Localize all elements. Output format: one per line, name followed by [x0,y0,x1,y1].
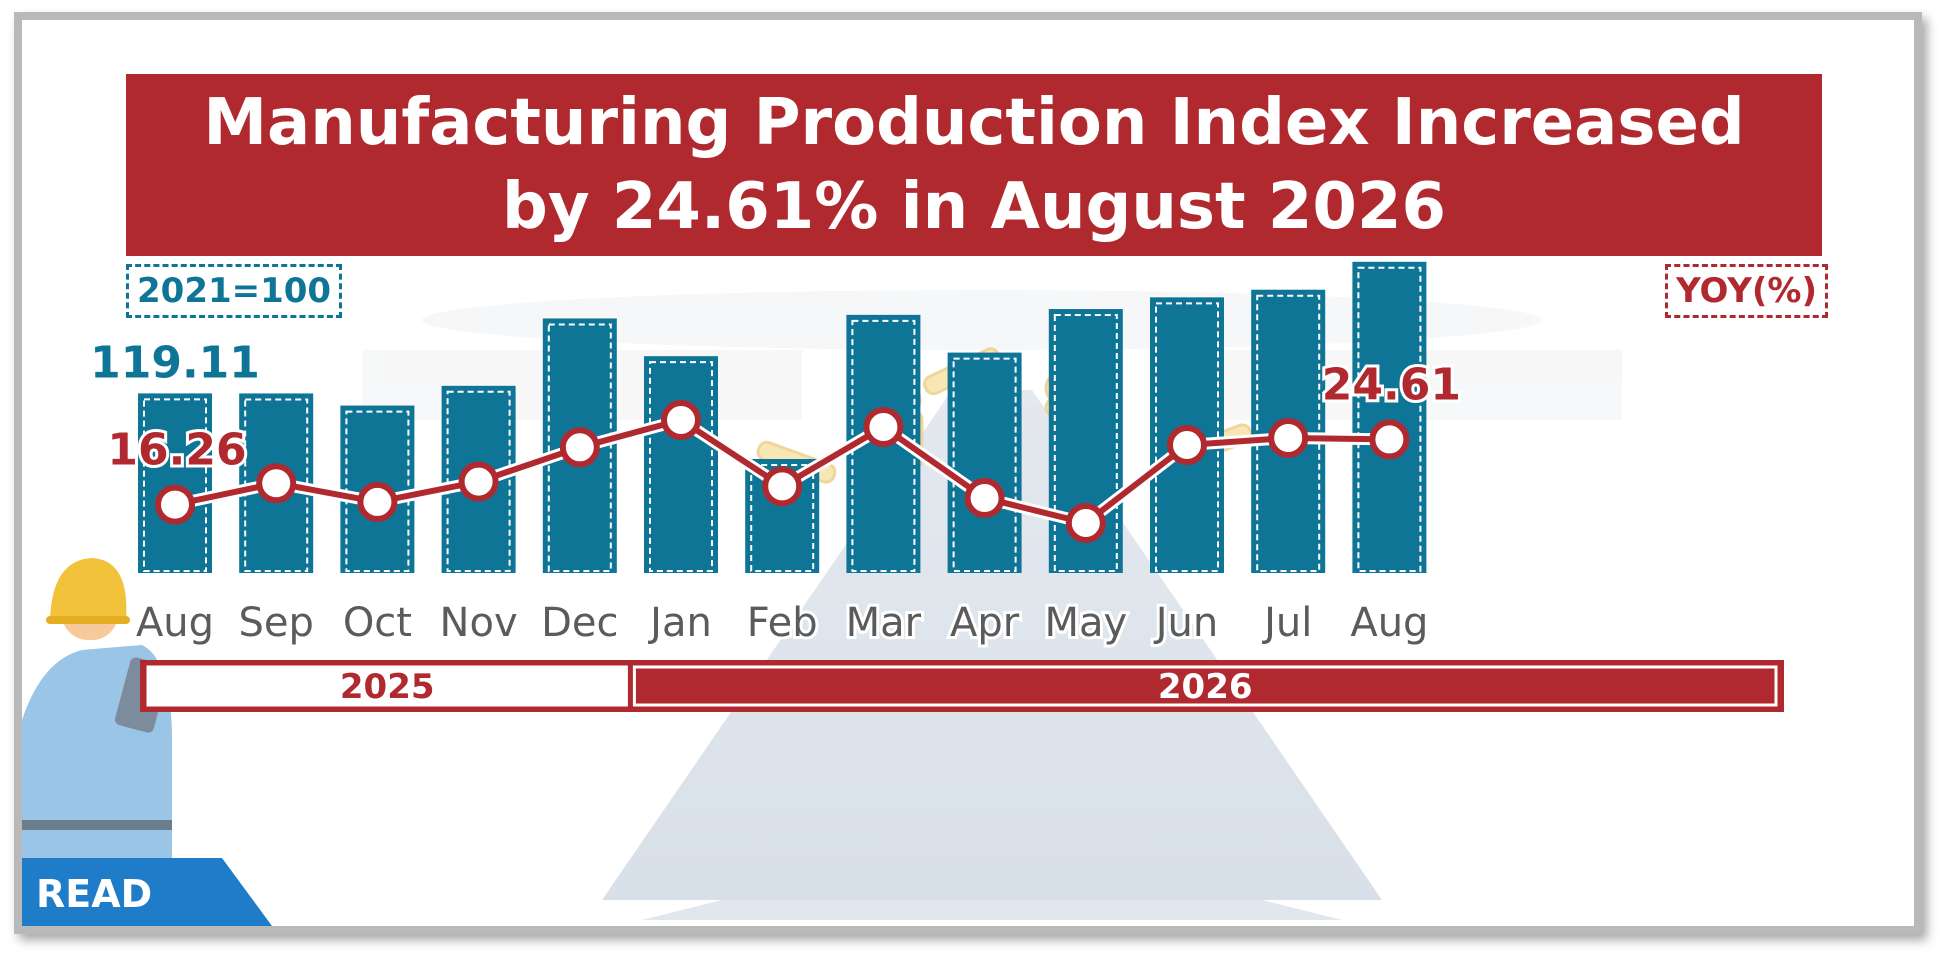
x-tick-label-3: Nov [440,600,518,646]
x-tick-label-10: Jun [1153,600,1219,646]
bar-rect [138,393,212,573]
bar-dash-outline [649,361,713,573]
yoy-value-label-12: 24.61 [1322,359,1461,410]
chart-canvas: Aug Sep Oct Nov Dec Jan Feb Mar Apr May Jun Jul Aug 1… [22,206,1784,926]
year-bar: 2025 2026 [140,660,1784,712]
read-tab-shape [22,858,272,926]
bar-rect [1352,261,1427,573]
yoy-point-10 [1167,424,1207,465]
x-tick-label-7: Mar [846,600,922,646]
yoy-point-5 [661,400,701,440]
bar-dash-outline [952,357,1017,572]
yoy-point-2 [357,481,398,522]
yoy-point-6 [762,466,803,507]
infographic-frame: Aug Sep Oct Nov Dec Jan Feb Mar Apr May Jun Jul Aug 1… [14,12,1922,934]
x-tick-label-1: Sep [239,600,314,646]
bar-12 [1352,261,1427,573]
x-tick-label-0: Aug [136,600,214,646]
x-tick-label-4: Dec [541,600,618,646]
yoy-point-11 [1268,417,1309,458]
bar-dash-outline [750,463,815,572]
x-tick-label-5: Jan [647,600,712,646]
year-segment-2026 [632,665,1778,707]
read-label[interactable]: READ [36,872,153,916]
yoy-value-label-0: 16.26 [107,425,246,476]
bar-dash-outline [1053,314,1118,572]
index-base-badge: 2021=100 [126,264,343,318]
title-line-1: Manufacturing Production Index Increased [203,86,1745,160]
x-tick-label-12: Aug [1350,600,1428,646]
worker-illustration [22,558,172,926]
yoy-point-1 [256,463,297,504]
title-line-2: by 24.61% in August 2026 [502,170,1446,244]
bar-dash-outline [1357,266,1422,573]
title-banner: Manufacturing Production Index Increased… [126,74,1822,256]
x-tick-label-8: Apr [950,600,1020,646]
yoy-point-12 [1369,419,1410,460]
bar-5 [644,356,718,573]
yoy-point-0 [155,484,195,525]
yoy-badge: YOY(%) [1665,264,1828,318]
bar-dash-outline [547,323,612,573]
labels-layer: Aug Sep Oct Nov Dec Jan Feb Mar Apr May Jun Jul Aug 1… [90,206,1474,649]
year-label-2025: 2025 [340,667,435,707]
year-label-2026: 2026 [1158,667,1253,707]
bar-dash-outline [851,319,916,572]
year-segment-2025 [146,665,628,707]
yoy-point-3 [458,461,499,502]
x-tick-label-11: Jul [1261,600,1312,646]
x-tick-label-6: Feb [747,600,818,646]
bar-0 [138,393,212,573]
bar-rect [947,352,1022,573]
bar-value-label-0: 119.11 [90,337,260,388]
yoy-point-7 [863,407,904,448]
yoy-point-8 [964,478,1005,519]
x-tick-label-9: May [1044,600,1127,646]
bar-rect [644,356,718,573]
bar-8 [947,352,1022,573]
bar-dash-outline [446,390,511,573]
yoy-point-4 [559,427,600,468]
bar-dash-outline [143,398,207,572]
yoy-point-9 [1065,503,1106,543]
bar-dash-outline [1256,294,1321,572]
x-tick-label-2: Oct [343,600,412,646]
yoy-line-layer [155,400,1410,543]
